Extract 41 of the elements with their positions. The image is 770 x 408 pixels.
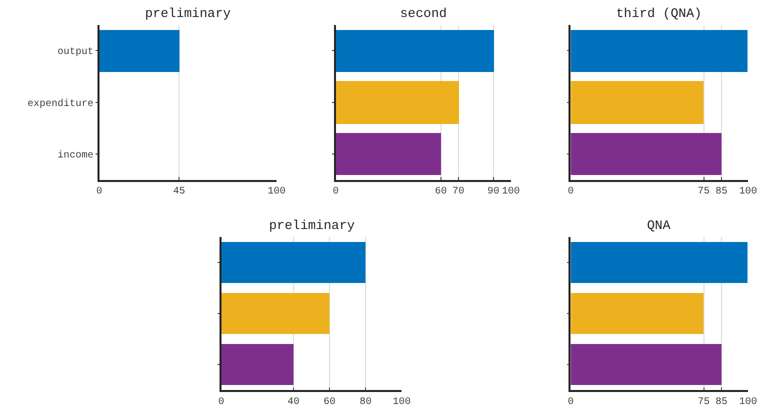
chart-title: third (QNA): [616, 6, 702, 21]
x-tick-label: 85: [716, 396, 728, 408]
x-tick-label: 60: [324, 396, 336, 408]
y-tick-label: income: [58, 150, 94, 162]
x-tick-label: 40: [287, 396, 300, 408]
x-tick-label: 60: [434, 186, 447, 198]
bar: [336, 30, 494, 72]
bar: [336, 80, 459, 124]
x-tick-label: 0: [218, 396, 224, 408]
x-tick-label: 75: [698, 396, 710, 408]
x-tick-label: 0: [568, 186, 574, 198]
bar: [221, 242, 366, 284]
x-tick-label: 45: [173, 186, 186, 198]
bar: [570, 80, 704, 124]
y-tick-label: output: [58, 47, 94, 58]
bar: [336, 132, 441, 175]
chart-title: second: [400, 6, 447, 21]
x-tick-label: 70: [452, 186, 464, 198]
x-tick-label: 0: [568, 396, 574, 408]
chart-title: preliminary: [269, 218, 356, 233]
bar: [570, 344, 722, 386]
x-tick-label: 75: [698, 186, 710, 198]
bar: [570, 293, 704, 334]
x-tick-label: 85: [716, 186, 728, 198]
x-tick-label: 100: [268, 186, 286, 198]
y-tick-label: expenditure: [28, 98, 94, 110]
x-tick-label: 0: [96, 186, 102, 198]
bar: [570, 30, 748, 72]
bar: [221, 344, 294, 386]
x-tick-label: 100: [392, 396, 411, 408]
bar: [570, 132, 722, 175]
x-tick-label: 100: [739, 186, 758, 198]
x-tick-label: 100: [739, 396, 758, 408]
x-tick-label: 80: [360, 396, 372, 408]
chart-title: QNA: [647, 218, 671, 233]
chart-title: preliminary: [145, 6, 232, 21]
x-tick-label: 100: [502, 186, 520, 198]
x-tick-label: 0: [332, 186, 339, 198]
bar: [570, 242, 748, 284]
bar: [221, 293, 330, 334]
x-tick-label: 90: [487, 186, 500, 198]
